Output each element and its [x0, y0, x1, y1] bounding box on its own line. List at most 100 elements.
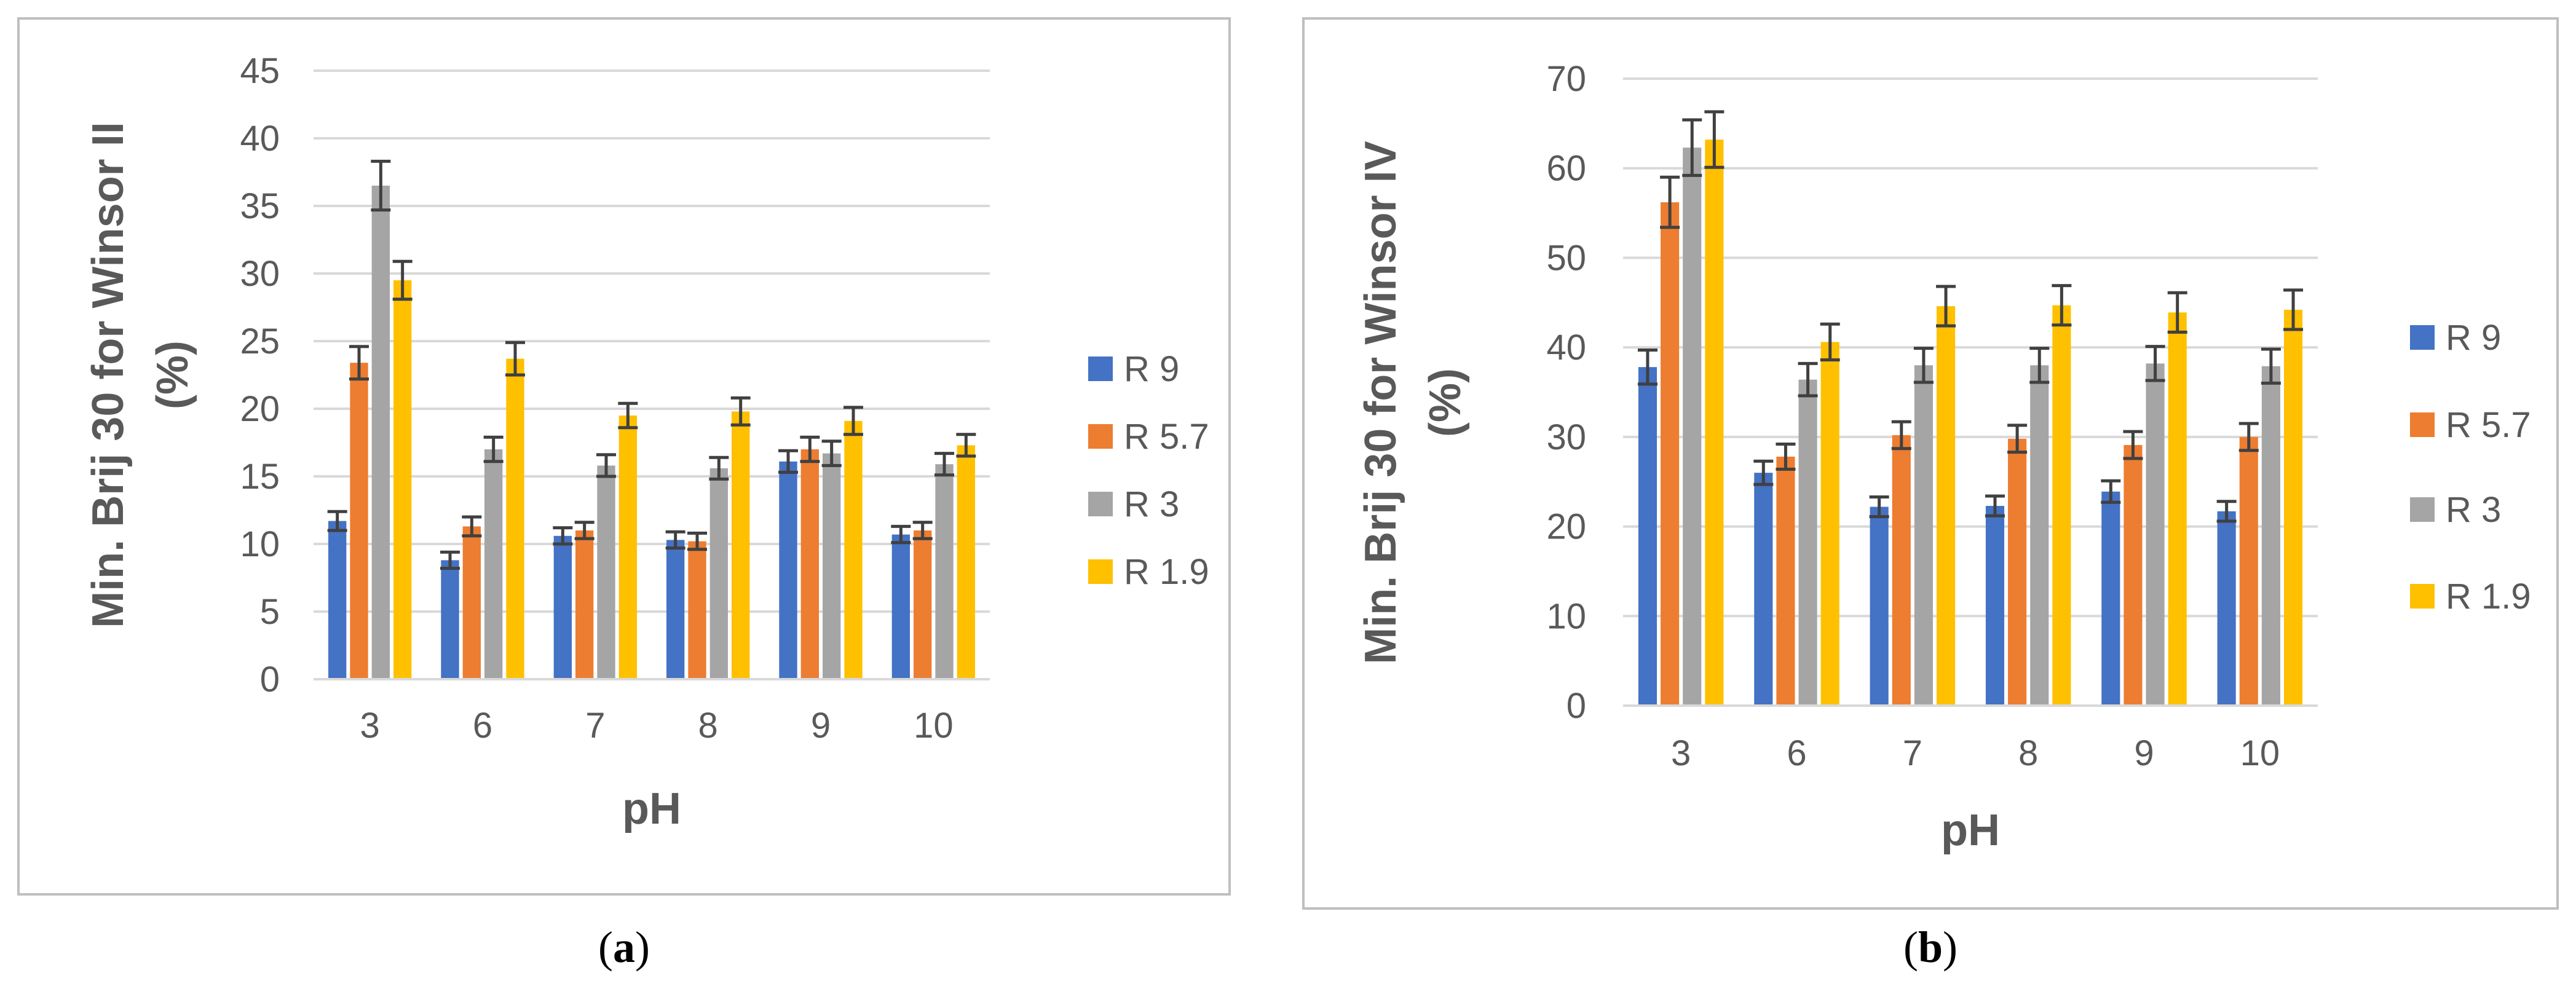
caption-letter: b: [1918, 923, 1943, 972]
error-bar: [1753, 459, 1774, 486]
legend-label: R 9: [1124, 349, 1179, 389]
error-bar: [440, 550, 460, 570]
legend-swatch: [1088, 424, 1113, 449]
y-tick-label: 20: [240, 389, 280, 429]
bar-r5_7-ph3: [350, 363, 368, 679]
error-bar: [2145, 345, 2165, 382]
x-tick-label: 10: [914, 706, 954, 746]
bar-r1_9-ph8: [2052, 305, 2071, 706]
y-tick-label: 50: [1546, 238, 1586, 278]
legend-swatch: [2410, 584, 2435, 609]
y-axis-title-line: (%): [148, 341, 197, 409]
error-bar: [1682, 118, 1702, 177]
bar-r9-ph3: [1638, 367, 1657, 706]
error-bar: [1637, 349, 1657, 386]
error-bar: [1985, 494, 2005, 518]
bar-r3-ph6: [484, 449, 503, 679]
legend-label: R 3: [1124, 484, 1179, 524]
error-bar: [462, 515, 482, 538]
legend-swatch: [1088, 492, 1113, 516]
legend-swatch: [2410, 497, 2435, 522]
bar-r5_7-ph8: [2008, 438, 2027, 706]
legend-swatch: [1088, 357, 1113, 381]
y-tick-label: 15: [240, 457, 280, 497]
x-tick-label: 9: [2134, 733, 2154, 773]
legend-label: R 3: [2446, 490, 2501, 530]
caption-close-paren: ): [1943, 923, 1958, 972]
error-bar: [956, 433, 976, 458]
y-axis-title-line: Min. Brij 30 for Winsor II: [84, 122, 133, 628]
legend: R 9 R 5.7 R 3 R 1.9: [2410, 318, 2531, 617]
error-bar: [349, 345, 369, 381]
error-bar: [2101, 479, 2121, 504]
bar-r1_9-ph6: [1820, 342, 1839, 706]
error-bar: [2052, 284, 2072, 327]
x-tick-label: 3: [360, 706, 380, 746]
x-tick-label: 7: [585, 706, 605, 746]
bar-r3-ph10: [935, 464, 954, 679]
error-bar: [483, 435, 504, 463]
error-bar: [730, 396, 751, 427]
error-bar: [2167, 291, 2187, 334]
x-tick-label: 8: [698, 706, 718, 746]
error-bar: [1913, 347, 1934, 384]
legend-label: R 9: [2446, 318, 2501, 358]
bar-r1_9-ph9: [844, 420, 863, 679]
y-tick-label: 70: [1546, 59, 1586, 99]
bar-r9-ph6: [441, 560, 459, 679]
error-bar: [2007, 424, 2028, 454]
error-bar: [2029, 347, 2050, 384]
bar-r1_9-ph10: [2283, 309, 2303, 706]
error-bar: [618, 401, 638, 430]
error-bar: [1891, 420, 1911, 451]
bar-r5_7-ph6: [462, 526, 481, 679]
error-bar: [665, 530, 685, 550]
x-tick-label: 8: [2018, 733, 2038, 773]
y-tick-label: 10: [240, 524, 280, 564]
bar-r9-ph7: [1870, 506, 1889, 706]
bar-r5_7-ph10: [914, 530, 932, 679]
y-tick-label: 60: [1546, 149, 1586, 189]
caption-close-paren: ): [635, 923, 650, 972]
bar-r1_9-ph7: [1936, 306, 1956, 706]
error-bar: [1936, 285, 1956, 328]
y-tick-label: 20: [1546, 507, 1586, 547]
error-bar: [371, 159, 391, 212]
error-bar: [912, 521, 933, 540]
legend-label: R 5.7: [1124, 417, 1209, 457]
y-tick-label: 30: [1546, 417, 1586, 457]
bar-r1_9-ph7: [618, 416, 637, 679]
error-bar: [392, 259, 413, 301]
error-bar: [821, 439, 842, 467]
error-bar: [709, 455, 729, 481]
panel-a: 0 5 10 15 20 25 30 35 40 45 3 6 7 8 9 10 pH Min. Brij 30 …: [17, 17, 1231, 972]
bar-r1_9-ph9: [2168, 312, 2187, 706]
bar-r1_9-ph8: [732, 411, 750, 679]
panel-b: 0 10 20 30 40 50 60 70 3 6 7 8 9 10 pH Min. Brij 30 for…: [1302, 17, 2559, 972]
caption-letter: a: [613, 923, 635, 972]
caption-open-paren: (: [1903, 923, 1918, 972]
x-axis-title: pH: [622, 784, 681, 833]
error-bar: [1776, 443, 1796, 471]
x-tick-label: 7: [1903, 733, 1922, 773]
bar-r5_7-ph3: [1661, 202, 1680, 706]
y-tick-label: 40: [1546, 328, 1586, 368]
bar-r5_7-ph7: [1892, 435, 1911, 706]
error-bar: [934, 452, 954, 477]
bar-r5_7-ph9: [800, 449, 819, 679]
x-tick-label: 10: [2240, 733, 2280, 773]
error-bar: [2123, 430, 2143, 460]
bar-r9-ph8: [666, 540, 685, 679]
x-tick-label: 6: [1787, 733, 1806, 773]
bar-r5_7-ph9: [2124, 444, 2143, 706]
error-bar: [800, 435, 820, 463]
y-tick-label: 0: [260, 660, 280, 699]
y-tick-label: 0: [1567, 686, 1586, 726]
bar-r3-ph9: [823, 453, 841, 679]
bar-r9-ph10: [891, 534, 910, 679]
bar-r9-ph7: [553, 535, 572, 679]
y-tick-label: 25: [240, 321, 280, 361]
legend-swatch: [1088, 559, 1113, 584]
legend-label: R 5.7: [2446, 405, 2531, 445]
